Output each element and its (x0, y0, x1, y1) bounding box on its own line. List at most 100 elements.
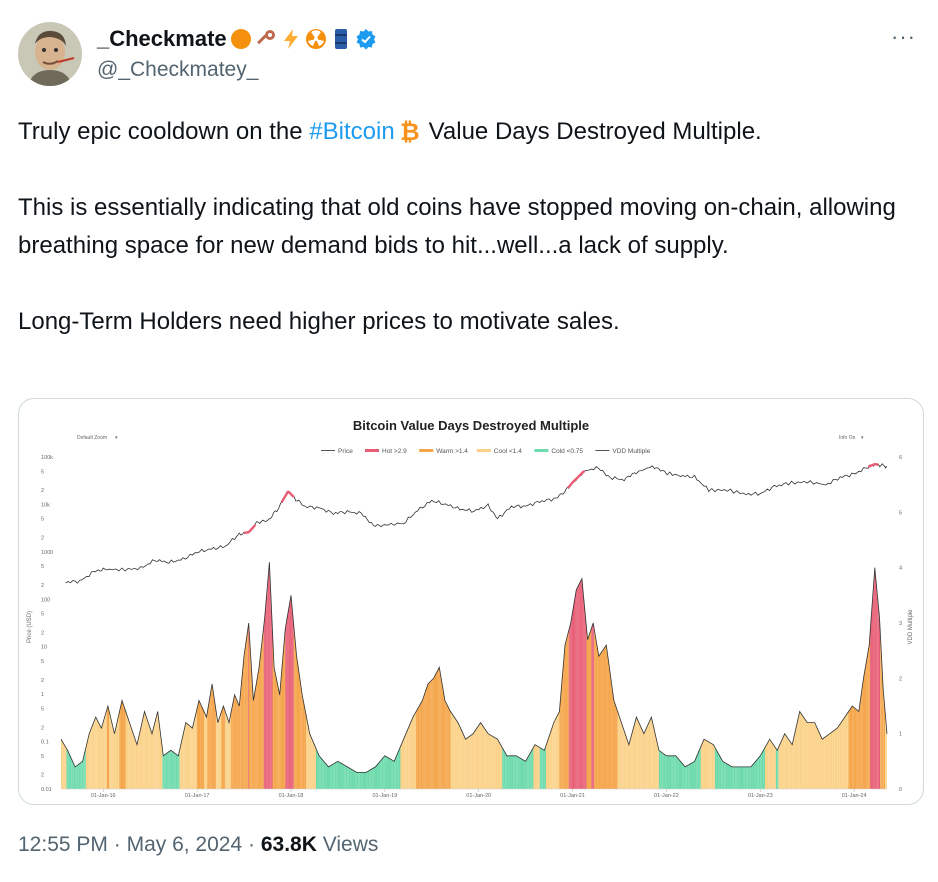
right-axis-tick-label: 4 (899, 566, 902, 572)
vdd-band (147, 718, 149, 789)
author-handle[interactable]: @_Checkmatey_ (97, 58, 259, 81)
vdd-band (264, 608, 266, 789)
vdd-band (638, 722, 641, 789)
x-axis-tick-label: 01-Jan-23 (748, 793, 773, 799)
vdd-band (372, 767, 374, 789)
vdd-band (458, 722, 460, 789)
vdd-band (575, 589, 577, 789)
vdd-band (667, 755, 670, 789)
vdd-band (174, 753, 176, 789)
vdd-band (471, 733, 474, 789)
vdd-band (618, 715, 621, 789)
vdd-band (719, 755, 722, 789)
vdd-band (463, 733, 465, 789)
vdd-band (432, 678, 434, 789)
svg-text:₿: ₿ (400, 119, 420, 144)
vdd-band (680, 761, 683, 789)
left-axis-tick-label: 1 (41, 692, 44, 698)
vdd-band (285, 623, 287, 789)
vdd-band (240, 689, 241, 789)
vdd-band (707, 741, 709, 789)
info-dropdown[interactable]: Info On ▾ (839, 435, 864, 441)
vdd-band (871, 606, 872, 789)
vdd-band (699, 746, 701, 789)
vdd-band (123, 704, 125, 789)
vdd-band (179, 744, 181, 789)
right-axis-ticks: 6 5 4 3 2 1 0 (899, 455, 902, 793)
vdd-band (557, 713, 559, 789)
x-axis-tick-label: 01-Jan-21 (560, 793, 585, 799)
vdd-band (61, 739, 63, 789)
x-axis-tick-label: 01-Jan-24 (842, 793, 867, 799)
vdd-band (235, 696, 237, 789)
tweet-time[interactable]: 12:55 PM (18, 833, 108, 856)
vdd-band (829, 732, 831, 789)
vdd-band (260, 642, 262, 789)
vdd-band (225, 711, 227, 789)
vdd-band (727, 764, 729, 789)
vdd-band (862, 678, 864, 789)
vdd-band (154, 718, 156, 789)
vdd-band (586, 629, 588, 789)
more-options-button[interactable]: ··· (891, 24, 916, 49)
vdd-band (538, 746, 540, 789)
bitcoin-hashtag-link[interactable]: #Bitcoin (309, 118, 395, 145)
vdd-band (86, 738, 89, 789)
vdd-band (878, 609, 880, 789)
vdd-band (112, 724, 114, 789)
vdd-band (489, 734, 492, 789)
vdd-band (103, 717, 105, 789)
vdd-band (837, 726, 839, 789)
vdd-band (820, 736, 823, 789)
vdd-band (857, 710, 859, 789)
legend-swatch (595, 450, 610, 451)
vdd-band (391, 759, 393, 789)
vdd-band (68, 753, 71, 789)
vdd-band (494, 737, 496, 789)
vdd-band (470, 734, 472, 789)
vdd-band (226, 714, 228, 789)
vdd-band (319, 755, 321, 789)
lightning-icon (283, 29, 298, 49)
vdd-band (402, 739, 404, 789)
vdd-band (805, 720, 808, 789)
vdd-band (331, 764, 334, 789)
zoom-chevron-down-icon: ▾ (115, 435, 118, 441)
vdd-band (439, 667, 441, 789)
vdd-band (135, 741, 138, 789)
vdd-band (120, 700, 123, 789)
legend-swatch (476, 449, 491, 452)
vdd-band (267, 580, 268, 789)
vdd-band (178, 750, 180, 789)
vdd-band (85, 742, 87, 789)
vdd-band (311, 737, 313, 789)
author-display-name[interactable]: _Checkmate (97, 26, 227, 51)
vdd-band (381, 757, 384, 789)
vdd-band (461, 730, 464, 789)
vdd-band (589, 631, 591, 789)
vdd-band (156, 711, 158, 789)
vdd-band (240, 681, 242, 789)
tweet-date[interactable]: May 6, 2024 (126, 833, 243, 856)
vdd-band (384, 755, 387, 789)
vdd-band (832, 730, 834, 789)
vdd-band (859, 700, 861, 789)
chart-image-card[interactable]: Bitcoin Value Days Destroyed Multiple De… (18, 398, 924, 805)
vdd-band (732, 766, 734, 789)
vdd-band (274, 667, 276, 789)
vdd-band (479, 722, 481, 789)
avatar[interactable] (18, 22, 82, 86)
vdd-band (397, 750, 399, 789)
vdd-band (711, 743, 714, 789)
zoom-dropdown[interactable]: Default Zoom ▾ (77, 435, 118, 441)
vdd-band (291, 605, 293, 789)
vdd-band (598, 654, 601, 789)
separator-dot: · (113, 833, 121, 856)
vdd-band (344, 765, 346, 789)
vdd-band (843, 717, 845, 789)
vdd-band (883, 696, 885, 789)
vdd-band (766, 741, 769, 789)
vdd-band (300, 682, 302, 789)
legend-swatch (419, 449, 434, 452)
left-axis-tick-label: 2 (41, 536, 44, 542)
